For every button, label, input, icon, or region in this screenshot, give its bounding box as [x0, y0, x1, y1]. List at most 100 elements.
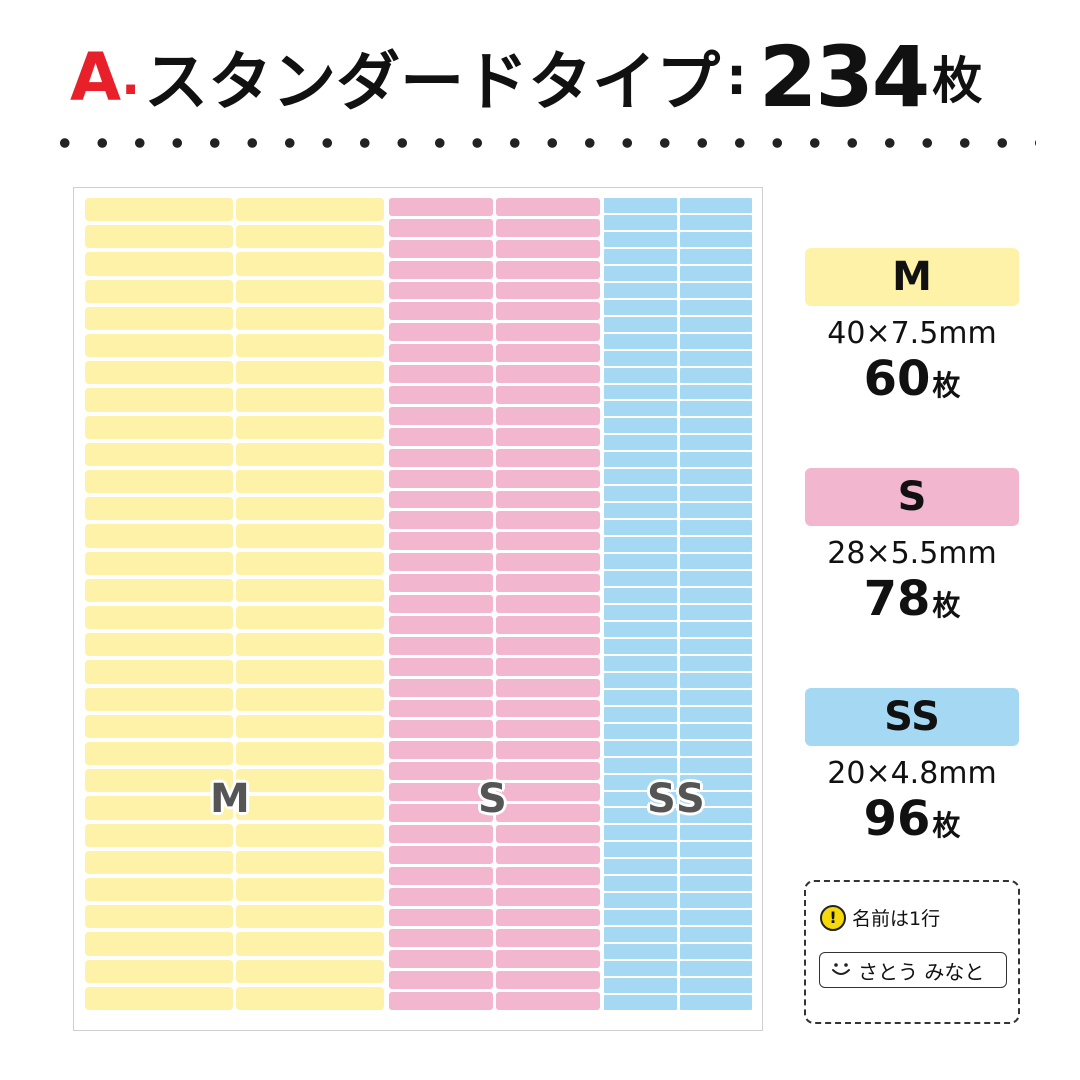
sticker-label-ss [679, 350, 752, 366]
sticker-label-ss [679, 808, 752, 824]
sticker-label-s [496, 344, 600, 363]
sticker-label-ss [604, 435, 677, 451]
sticker-label-s [389, 386, 493, 404]
sticker-label-s [496, 615, 600, 634]
sticker-label-s [496, 971, 600, 990]
sticker-label-m [236, 796, 384, 820]
sticker-label-ss [604, 893, 677, 909]
sticker-label-m [236, 905, 384, 929]
sticker-label-ss [679, 757, 752, 773]
sticker-label-ss [604, 604, 677, 620]
sticker-label-m [85, 986, 233, 1010]
title-letter: A [70, 38, 122, 116]
sticker-label-ss [604, 469, 677, 485]
sticker-label-m [85, 687, 233, 711]
sticker-label-s [496, 406, 600, 425]
sticker-label-m [85, 361, 233, 385]
sticker-label-ss [679, 689, 752, 705]
sticker-label-m [236, 334, 384, 358]
sticker-label-m [85, 442, 233, 466]
sticker-label-ss [679, 927, 752, 943]
sticker-label-m [236, 470, 384, 494]
sticker-label-ss [604, 638, 677, 654]
sticker-label-s [389, 532, 493, 551]
sticker-label-ss [604, 791, 677, 807]
sticker-label-m [85, 578, 233, 602]
sticker-label-m [236, 769, 384, 793]
sticker-label-m [236, 959, 384, 983]
sticker-label-ss [604, 554, 677, 570]
label-sheet: M S SS [73, 187, 763, 1031]
sticker-label-ss [679, 723, 752, 739]
sticker-label-s [496, 783, 600, 802]
sticker-label-ss [604, 655, 677, 671]
sticker-label-ss [604, 859, 677, 875]
sticker-label-m [85, 959, 233, 983]
sticker-label-s [389, 741, 493, 760]
sticker-label-ss [679, 333, 752, 349]
sticker-label-ss [679, 774, 752, 790]
sticker-label-m [236, 415, 384, 439]
sticker-label-s [389, 804, 493, 822]
sticker-label-m [236, 606, 384, 630]
page-title: A . スタンダードタイプ : 234 枚 [70, 22, 982, 132]
total-count: 234 [758, 28, 930, 126]
sticker-label-s [389, 260, 493, 279]
size-count: 96枚 [805, 791, 1019, 847]
sticker-label-ss [604, 621, 677, 637]
sticker-label-ss [679, 520, 752, 536]
sticker-label-ss [604, 350, 677, 366]
sticker-label-m [85, 823, 233, 847]
sheet-column-m [85, 198, 384, 1010]
sticker-label-s [389, 845, 493, 864]
sticker-label-ss [679, 384, 752, 400]
sticker-label-ss [679, 655, 752, 671]
sticker-label-m [236, 442, 384, 466]
sticker-label-m [85, 279, 233, 303]
sticker-label-ss [604, 706, 677, 722]
sticker-label-m [236, 361, 384, 385]
sticker-label-s [496, 323, 600, 342]
sticker-label-m [236, 306, 384, 330]
sticker-label-s [496, 866, 600, 885]
sticker-label-ss [679, 486, 752, 502]
sticker-label-ss [679, 706, 752, 722]
sticker-label-ss [679, 503, 752, 519]
sticker-label-s [496, 511, 600, 530]
sticker-label-ss [604, 503, 677, 519]
sticker-label-ss [604, 452, 677, 468]
sticker-label-m [236, 252, 384, 276]
sticker-label-ss [604, 757, 677, 773]
sample-name-text: さとう みなと [858, 959, 985, 984]
sticker-label-ss [604, 384, 677, 400]
sticker-label-m [85, 334, 233, 358]
sticker-label-s [389, 448, 493, 467]
sticker-label-s [496, 950, 600, 969]
sticker-label-ss [679, 367, 752, 383]
sticker-label-s [496, 636, 600, 655]
sticker-label-s [496, 699, 600, 718]
sticker-label-s [389, 427, 493, 446]
sticker-label-ss [679, 588, 752, 603]
sticker-label-ss [604, 927, 677, 943]
legend-ss: SS 20×4.8mm 96枚 [805, 688, 1019, 847]
count-unit: 枚 [932, 809, 961, 842]
sticker-label-m [236, 551, 384, 575]
sticker-label-s [389, 866, 493, 885]
sticker-label-s [496, 908, 600, 927]
sticker-label-ss [679, 537, 752, 553]
sticker-label-s [389, 218, 493, 237]
sticker-label-s [389, 636, 493, 655]
sticker-label-m [85, 497, 233, 521]
sheet-column-s [389, 198, 600, 1010]
sticker-label-s [496, 741, 600, 760]
sticker-label-ss [679, 299, 752, 315]
sticker-label-ss [604, 808, 677, 824]
sticker-label-s [389, 783, 493, 802]
sticker-label-m [85, 878, 233, 902]
sticker-label-ss [679, 859, 752, 875]
sticker-label-s [496, 574, 600, 593]
sticker-label-m [236, 742, 384, 766]
sticker-label-ss [604, 825, 677, 841]
sticker-label-ss [679, 435, 752, 451]
